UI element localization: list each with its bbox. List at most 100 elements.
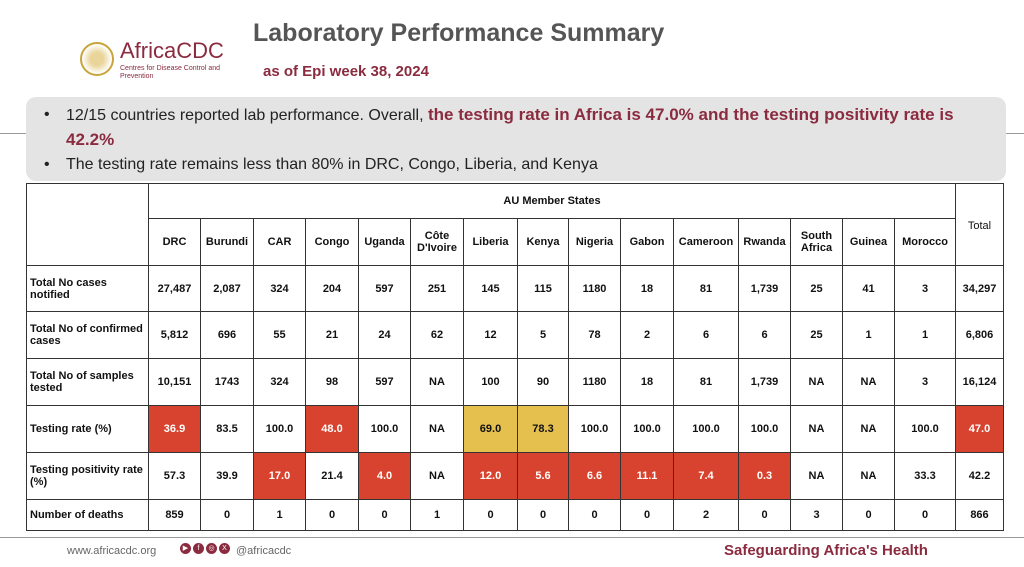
data-cell: 1: [842, 311, 895, 359]
data-cell: 21: [305, 311, 359, 359]
facebook-icon[interactable]: f: [193, 543, 204, 554]
instagram-icon[interactable]: ◎: [206, 543, 217, 554]
data-cell: 3: [894, 265, 956, 312]
tagline: Safeguarding Africa's Health: [724, 542, 928, 559]
data-cell: 2: [673, 499, 739, 531]
data-cell: 100.0: [253, 405, 306, 453]
total-cell: 16,124: [955, 358, 1004, 406]
data-cell: 100.0: [673, 405, 739, 453]
data-cell: 859: [148, 499, 201, 531]
bullet-text: 12/15 countries reported lab performance…: [66, 107, 428, 124]
data-cell: 597: [358, 265, 411, 312]
data-cell: 18: [620, 358, 674, 406]
data-cell: 1180: [568, 265, 621, 312]
data-cell: 100.0: [620, 405, 674, 453]
data-cell: 39.9: [200, 452, 254, 500]
total-cell: 34,297: [955, 265, 1004, 312]
row-label: Testing rate (%): [26, 405, 149, 453]
country-header: Guinea: [842, 218, 895, 266]
table-row: Total No of samples tested 10,151 1743 324 9…: [26, 358, 1004, 406]
data-cell: 251: [410, 265, 464, 312]
data-cell: 1: [253, 499, 306, 531]
data-cell: 0: [568, 499, 621, 531]
data-cell: 81: [673, 265, 739, 312]
table-row: Total No of confirmed cases 5,812 696 55 21 2…: [26, 311, 1004, 359]
footer-url[interactable]: www.africacdc.org: [67, 545, 157, 557]
data-cell: 0: [842, 499, 895, 531]
social-icons: ▶ f ◎ X: [180, 543, 230, 554]
data-cell: NA: [790, 452, 843, 500]
row-label: Total No of confirmed cases: [26, 311, 149, 359]
country-header: Nigeria: [568, 218, 621, 266]
table-row: Number of deaths 859 0 1 0 0 1 0 0 0 0 2 0 3 0 0 866: [26, 499, 1004, 531]
data-cell: 83.5: [200, 405, 254, 453]
data-cell: 5: [517, 311, 569, 359]
data-cell: 3: [790, 499, 843, 531]
data-cell: 696: [200, 311, 254, 359]
bullet-highlight: the testing rate in Africa is 47.0% and …: [66, 105, 954, 149]
table-row: Testing rate (%) 36.9 83.5 100.0 48.0 100.0 NA…: [26, 405, 1004, 453]
corner-cell: [26, 183, 149, 266]
data-cell: 78: [568, 311, 621, 359]
country-header: Rwanda: [738, 218, 791, 266]
data-cell: 25: [790, 265, 843, 312]
total-cell: 6,806: [955, 311, 1004, 359]
bullet-1: 12/15 countries reported lab performance…: [40, 103, 992, 153]
data-cell: 0: [620, 499, 674, 531]
data-cell: 4.0: [358, 452, 411, 500]
page-title: Laboratory Performance Summary: [253, 19, 665, 47]
data-cell: 1: [894, 311, 956, 359]
data-cell: 1: [410, 499, 464, 531]
data-cell: 3: [894, 358, 956, 406]
country-header: Gabon: [620, 218, 674, 266]
data-cell: 21.4: [305, 452, 359, 500]
data-cell: NA: [790, 405, 843, 453]
country-header: DRC: [148, 218, 201, 266]
country-header: Côte D'Ivoire: [410, 218, 464, 266]
data-cell: 0: [894, 499, 956, 531]
data-cell: NA: [842, 358, 895, 406]
data-cell: 24: [358, 311, 411, 359]
data-cell: 17.0: [253, 452, 306, 500]
africa-emblem-icon: [80, 42, 114, 76]
data-cell: 1743: [200, 358, 254, 406]
data-cell: 0: [200, 499, 254, 531]
data-cell: 12: [463, 311, 518, 359]
data-cell: 0: [463, 499, 518, 531]
row-label: Number of deaths: [26, 499, 149, 531]
lab-performance-table: AU Member States Total DRC Burundi CAR Cong…: [26, 183, 1004, 531]
data-cell: 98: [305, 358, 359, 406]
data-cell: 0: [358, 499, 411, 531]
bullet-2: The testing rate remains less than 80% i…: [40, 153, 992, 177]
table-row: Testing positivity rate (%) 57.3 39.9 17.0 2…: [26, 452, 1004, 500]
data-cell: NA: [790, 358, 843, 406]
data-cell: 100.0: [358, 405, 411, 453]
summary-box: 12/15 countries reported lab performance…: [26, 97, 1006, 181]
data-cell: 2: [620, 311, 674, 359]
row-label: Total No of samples tested: [26, 358, 149, 406]
data-cell: 1180: [568, 358, 621, 406]
data-cell: 33.3: [894, 452, 956, 500]
youtube-icon[interactable]: ▶: [180, 543, 191, 554]
country-header: Cameroon: [673, 218, 739, 266]
data-cell: 100.0: [738, 405, 791, 453]
data-cell: 100: [463, 358, 518, 406]
data-cell: 48.0: [305, 405, 359, 453]
x-icon[interactable]: X: [219, 543, 230, 554]
data-cell: 0.3: [738, 452, 791, 500]
data-cell: 78.3: [517, 405, 569, 453]
data-cell: 100.0: [568, 405, 621, 453]
country-header: Burundi: [200, 218, 254, 266]
data-cell: 27,487: [148, 265, 201, 312]
africacdc-logo: AfricaCDC Centres for Disease Control an…: [80, 38, 230, 88]
data-cell: 0: [738, 499, 791, 531]
data-cell: 100.0: [894, 405, 956, 453]
data-cell: 6.6: [568, 452, 621, 500]
data-cell: 1,739: [738, 358, 791, 406]
country-header: CAR: [253, 218, 306, 266]
data-cell: 62: [410, 311, 464, 359]
data-cell: 5.6: [517, 452, 569, 500]
data-cell: 6: [673, 311, 739, 359]
table-row: Total No cases notified 27,487 2,087 324 204…: [26, 265, 1004, 312]
data-cell: NA: [410, 405, 464, 453]
